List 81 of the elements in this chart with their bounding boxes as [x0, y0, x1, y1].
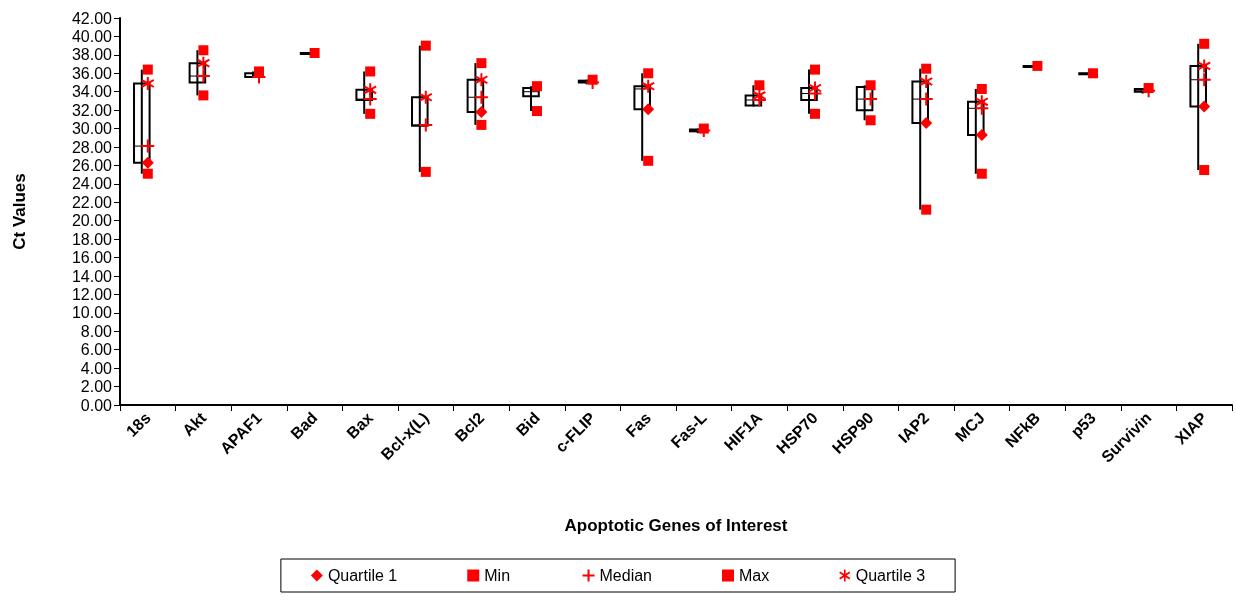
- y-tick-label: 24.00: [71, 175, 113, 193]
- y-tick-label: 26.00: [71, 156, 113, 174]
- y-tick-label: 18.00: [71, 230, 113, 248]
- y-tick-label: 12.00: [71, 285, 113, 303]
- point: [643, 68, 654, 79]
- point: [198, 45, 209, 56]
- point: [865, 115, 876, 126]
- point: [920, 117, 933, 130]
- point: [142, 64, 153, 75]
- point: [641, 79, 655, 93]
- y-tick-label: 6.00: [80, 341, 113, 359]
- point: [141, 76, 155, 90]
- y-tick-label: 20.00: [71, 212, 113, 230]
- point: [976, 83, 987, 94]
- x-tick-label: Akt: [179, 408, 210, 440]
- point: [365, 66, 376, 77]
- point: [140, 138, 156, 154]
- point: [1199, 165, 1210, 176]
- point: [751, 92, 767, 108]
- point: [1197, 59, 1211, 73]
- point: [420, 166, 431, 177]
- legend-label: Min: [484, 567, 511, 584]
- point: [198, 90, 209, 101]
- point: [810, 108, 820, 119]
- point: [1199, 38, 1210, 49]
- point: [810, 64, 820, 75]
- point: [532, 106, 542, 117]
- y-tick-label: 38.00: [71, 46, 113, 64]
- point: [363, 83, 377, 97]
- legend-label: Median: [599, 567, 653, 584]
- point: [1032, 60, 1043, 71]
- y-tick-label: 36.00: [71, 64, 113, 82]
- point: [1198, 100, 1211, 113]
- y-tick-label: 28.00: [71, 138, 113, 156]
- point: [420, 40, 431, 51]
- point: [419, 90, 433, 104]
- y-tick-label: 0.00: [80, 396, 113, 414]
- y-tick-label: 4.00: [80, 359, 113, 377]
- y-tick-label: 2.00: [80, 378, 113, 396]
- point: [532, 81, 542, 92]
- point: [754, 80, 765, 91]
- y-tick-label: 8.00: [80, 322, 113, 340]
- y-tick-label: 34.00: [71, 83, 113, 101]
- point: [365, 108, 376, 119]
- y-axis-title: Ct Values: [10, 173, 29, 250]
- point: [141, 156, 154, 169]
- x-tick-label: Bax: [343, 408, 377, 442]
- point: [921, 204, 932, 215]
- point: [976, 168, 987, 179]
- x-axis-title: Apoptotic Genes of Interest: [564, 516, 788, 535]
- point: [476, 119, 487, 130]
- point: [196, 56, 210, 70]
- point: [975, 129, 988, 142]
- point: [309, 48, 320, 59]
- y-tick-label: 42.00: [71, 9, 113, 27]
- legend-label: Max: [739, 567, 770, 584]
- x-tick-label: p53: [1067, 408, 1100, 441]
- y-tick-label: 30.00: [71, 120, 113, 138]
- y-tick-label: 14.00: [71, 267, 113, 285]
- x-tick-label: 18s: [122, 408, 154, 440]
- point: [475, 105, 488, 118]
- y-tick-label: 10.00: [71, 304, 113, 322]
- point: [476, 58, 487, 69]
- point: [474, 73, 488, 87]
- point: [1088, 68, 1098, 79]
- x-tick-label: Bid: [512, 408, 544, 440]
- y-tick-label: 32.00: [71, 101, 113, 119]
- point: [919, 75, 933, 89]
- point: [865, 80, 876, 91]
- x-tick-label: Fas: [622, 408, 655, 441]
- y-tick-label: 22.00: [71, 193, 113, 211]
- legend-label: Quartile 3: [855, 567, 926, 584]
- point: [642, 103, 655, 116]
- point: [643, 155, 654, 166]
- point: [418, 117, 434, 133]
- legend-label: Quartile 1: [327, 567, 398, 584]
- point: [921, 63, 932, 74]
- y-tick-label: 16.00: [71, 249, 113, 267]
- point: [142, 168, 153, 179]
- y-tick-label: 40.00: [71, 27, 113, 45]
- point: [362, 91, 378, 107]
